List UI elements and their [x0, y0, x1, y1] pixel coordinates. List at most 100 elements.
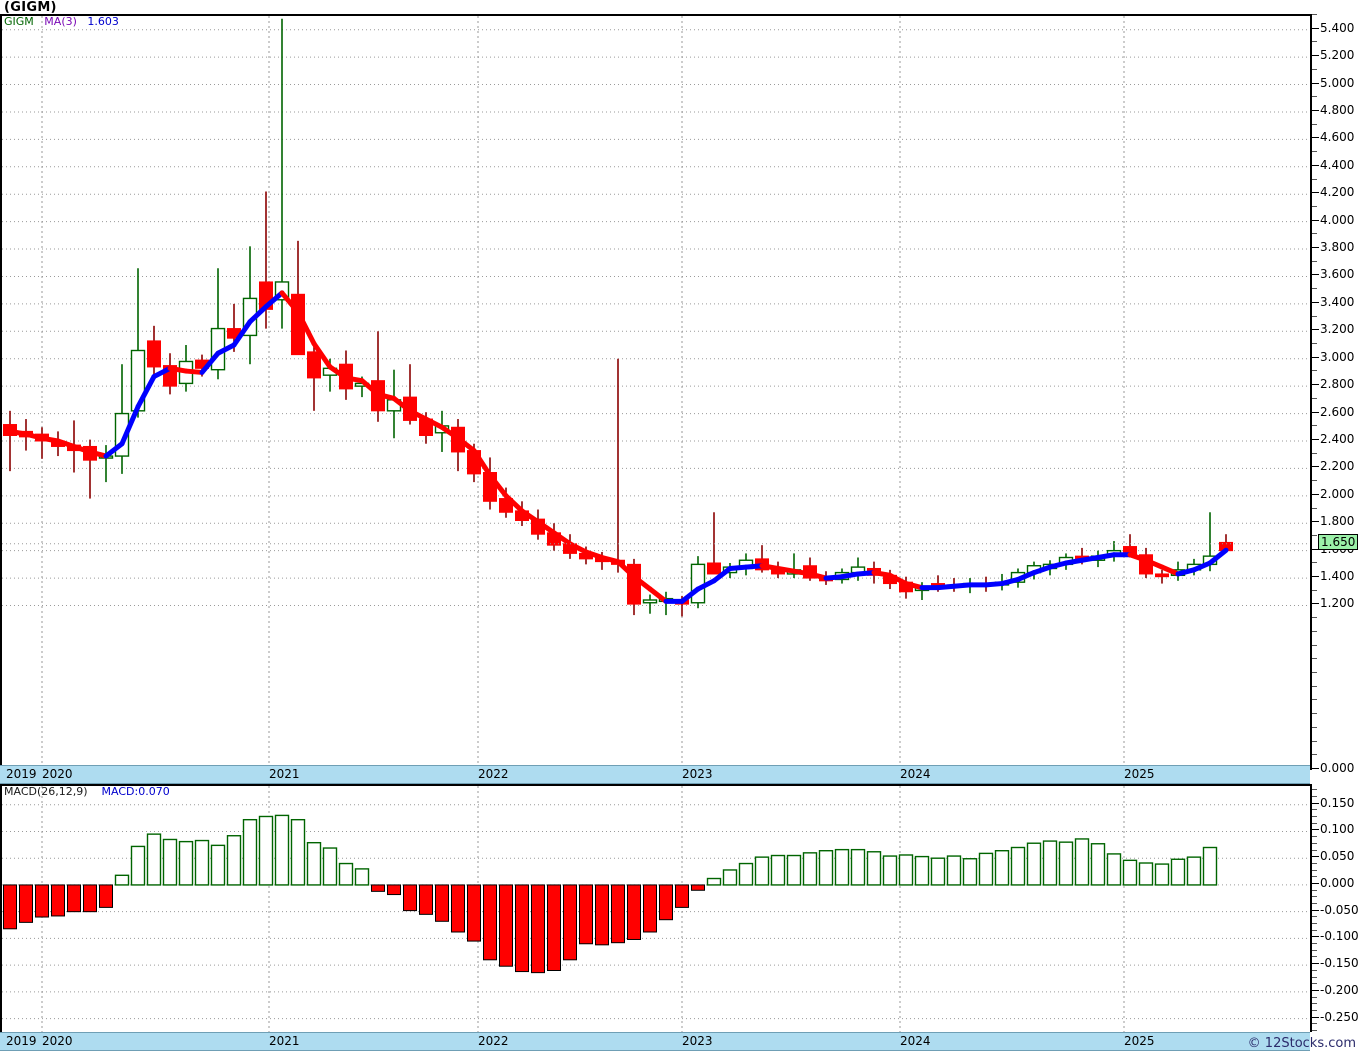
macd-histogram-bar [659, 884, 673, 921]
price-axis-label: 5.400 [1320, 20, 1355, 35]
macd-histogram-bar [83, 884, 97, 913]
macd-axis-label: 0.150 [1320, 795, 1355, 810]
macd-axis-tick-minor [1312, 916, 1317, 918]
macd-axis-tick-minor [1312, 822, 1317, 824]
price-axis-tick-minor [1312, 123, 1317, 125]
macd-axis-tick-minor [1312, 849, 1317, 851]
macd-histogram-bar [146, 833, 162, 886]
macd-histogram-bar [338, 862, 354, 886]
macd-histogram-bar [882, 855, 898, 886]
macd-y-axis: 0.150 0.100 0.050 0.000 -0.050 -0.100 -0.150 -0… [1310, 784, 1360, 1032]
macd-axis-label: 0.000 [1320, 875, 1355, 890]
ma3-line-segment [791, 568, 813, 577]
macd-histogram-bar [178, 840, 194, 886]
macd-histogram-bar [403, 884, 417, 912]
macd-histogram-bar [1090, 843, 1106, 886]
price-plot [2, 16, 1310, 770]
macd-axis-tick-minor [1312, 976, 1317, 978]
candlestick [707, 512, 721, 575]
price-axis-label: 3.400 [1320, 294, 1355, 309]
macd-histogram-bar [770, 854, 786, 886]
price-axis-label: 4.400 [1320, 157, 1355, 172]
ma3-line-segment [567, 541, 589, 555]
ma3-line-segment [1079, 555, 1101, 563]
macd-histogram-bar [579, 884, 593, 945]
macd-histogram-bar [194, 839, 210, 886]
macd-axis-tick-minor [1312, 796, 1317, 798]
price-axis-tick-minor [1312, 726, 1317, 728]
ma3-line-segment [599, 555, 621, 565]
price-axis-tick-minor [1312, 151, 1317, 153]
ma3-line-segment [839, 571, 861, 580]
macd-x-axis-label: 2022 [478, 1034, 509, 1048]
macd-histogram-bar [1138, 862, 1154, 886]
ma3-line-segment [343, 375, 365, 384]
ma3-line-segment [935, 583, 957, 591]
macd-histogram-bar [467, 884, 481, 942]
ma3-line-segment [455, 435, 477, 454]
price-axis-tick-minor [1312, 233, 1317, 235]
macd-axis-tick-minor [1312, 862, 1317, 864]
price-axis-label: 3.600 [1320, 267, 1355, 282]
price-chart-panel[interactable] [0, 14, 1310, 770]
macd-histogram-bar [978, 852, 994, 886]
candlestick [210, 268, 226, 380]
macd-axis-tick-minor [1312, 923, 1317, 925]
ma3-line-segment [1095, 552, 1117, 561]
price-axis-label: 2.400 [1320, 431, 1355, 446]
price-y-axis: 5.400 5.200 5.000 4.800 4.600 4.400 4.200 4.000… [1310, 14, 1360, 775]
ma3-line-segment [151, 365, 173, 380]
price-axis-label: 2.000 [1320, 486, 1355, 501]
macd-axis-label: 0.100 [1320, 822, 1355, 837]
price-axis-tick [1312, 548, 1319, 550]
macd-histogram-bar [691, 884, 705, 891]
ma3-line-segment [999, 576, 1021, 587]
ma3-line-segment [487, 472, 509, 499]
macd-axis-label: -0.200 [1320, 982, 1359, 997]
macd-histogram-bar [1154, 863, 1170, 886]
macd-histogram-bar [834, 848, 850, 886]
ma3-line-segment [359, 378, 381, 397]
price-axis-tick [1312, 466, 1319, 468]
macd-histogram-bar [99, 884, 113, 908]
macd-axis-label: -0.100 [1320, 929, 1359, 944]
ma3-line-segment [215, 342, 237, 356]
legend-ma-value: 1.603 [87, 15, 119, 28]
ma3-line-segment [135, 374, 157, 410]
macd-axis-tick [1312, 802, 1319, 804]
ma3-line-segment [247, 304, 269, 325]
macd-axis-tick-minor [1312, 889, 1317, 891]
price-axis-label: 2.200 [1320, 459, 1355, 474]
ma3-line-segment [1159, 564, 1181, 577]
price-axis-tick-minor [1312, 288, 1317, 290]
macd-histogram-bar [754, 856, 770, 886]
price-axis-tick [1312, 27, 1319, 29]
price-axis-tick-minor [1312, 713, 1317, 715]
ma3-line-segment [167, 365, 189, 374]
ma3-line-segment [1143, 557, 1165, 570]
ma3-line-segment [679, 586, 701, 604]
ma3-line-segment [983, 581, 1005, 588]
macd-axis-label: -0.250 [1320, 1009, 1359, 1024]
price-x-axis-label: 2024 [900, 767, 931, 781]
price-axis-tick-minor [1312, 754, 1317, 756]
price-axis-tick [1312, 576, 1319, 578]
macd-x-axis-strip: 2019 2020 2021 2022 2023 2024 2025 [0, 1032, 1310, 1051]
price-axis-label: 1.400 [1320, 569, 1355, 584]
macd-histogram-bar [1106, 853, 1122, 886]
macd-histogram-bar [818, 850, 834, 886]
macd-chart-panel[interactable] [0, 784, 1310, 1032]
price-axis-tick-minor [1312, 672, 1317, 674]
macd-histogram-bar [1042, 840, 1058, 886]
price-axis-label: 3.200 [1320, 322, 1355, 337]
ma3-line-segment [295, 309, 317, 347]
macd-histogram-bar [786, 854, 802, 886]
macd-histogram-bar [435, 884, 449, 922]
ma3-line-segment [647, 586, 669, 604]
price-axis-label: 2.800 [1320, 377, 1355, 392]
macd-axis-tick-minor [1312, 902, 1317, 904]
macd-axis-tick-minor [1312, 869, 1317, 871]
ma3-line-segment [119, 404, 141, 447]
price-axis-label: 3.000 [1320, 349, 1355, 364]
price-axis-tick-minor [1312, 534, 1317, 536]
